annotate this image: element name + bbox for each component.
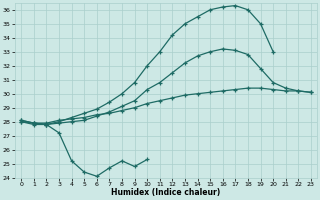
X-axis label: Humidex (Indice chaleur): Humidex (Indice chaleur)	[111, 188, 221, 197]
